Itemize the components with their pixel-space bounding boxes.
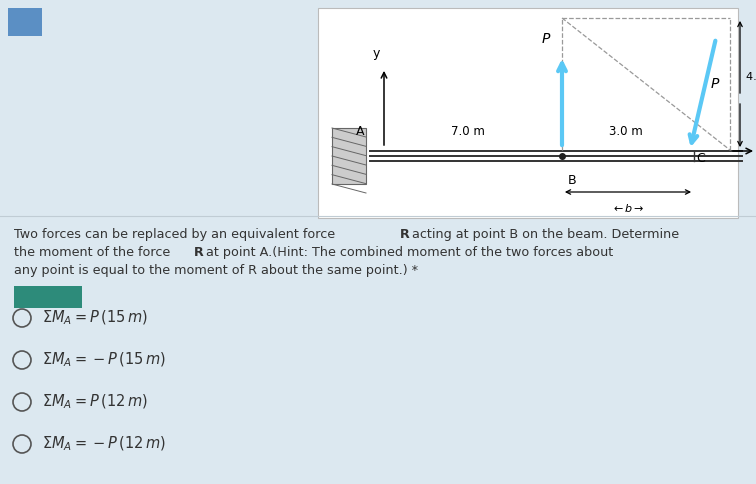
Text: P: P — [711, 77, 720, 91]
Text: $\Sigma M_A = P\,(12\,m)$: $\Sigma M_A = P\,(12\,m)$ — [42, 393, 147, 411]
Text: 3.0 m: 3.0 m — [609, 125, 643, 138]
Text: B: B — [568, 174, 577, 187]
Text: $\Sigma M_A = P\,(15\,m)$: $\Sigma M_A = P\,(15\,m)$ — [42, 309, 147, 327]
Bar — [332, 128, 366, 184]
Text: $\Sigma M_A = -P\,(12\,m)$: $\Sigma M_A = -P\,(12\,m)$ — [42, 435, 166, 453]
Text: Two forces can be replaced by an equivalent force: Two forces can be replaced by an equival… — [14, 228, 339, 241]
Text: 7.0 m: 7.0 m — [451, 125, 485, 138]
Text: $\leftarrow b \rightarrow$: $\leftarrow b \rightarrow$ — [611, 202, 645, 214]
Bar — [318, 8, 738, 218]
Text: C: C — [696, 151, 705, 165]
Text: 4.0 m: 4.0 m — [746, 72, 756, 82]
Text: R: R — [194, 246, 204, 259]
Text: A: A — [356, 125, 364, 138]
Bar — [8, 8, 42, 36]
Text: any point is equal to the moment of R about the same point.) *: any point is equal to the moment of R ab… — [14, 264, 418, 277]
Text: y: y — [372, 47, 380, 60]
Bar — [14, 286, 82, 308]
Text: P: P — [542, 32, 550, 46]
Text: the moment of the force: the moment of the force — [14, 246, 174, 259]
Text: $\Sigma M_A = -P\,(15\,m)$: $\Sigma M_A = -P\,(15\,m)$ — [42, 351, 166, 369]
Text: at point A.(Hint: The combined moment of the two forces about: at point A.(Hint: The combined moment of… — [202, 246, 613, 259]
Text: acting at point B on the beam. Determine: acting at point B on the beam. Determine — [408, 228, 679, 241]
Text: R: R — [400, 228, 410, 241]
